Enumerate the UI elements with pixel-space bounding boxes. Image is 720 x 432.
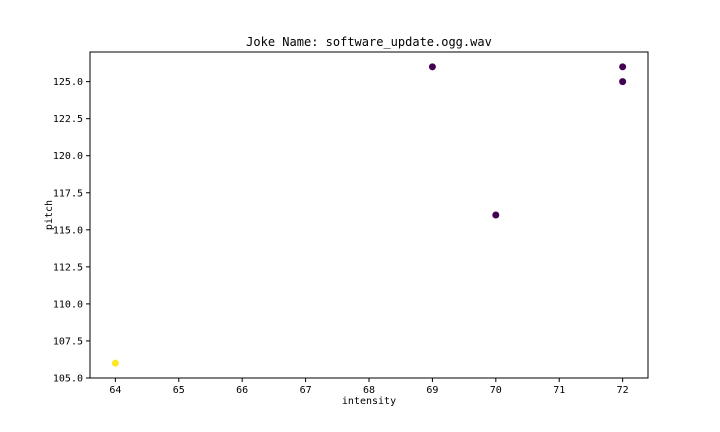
y-tick-label: 122.5 <box>53 114 83 125</box>
y-axis-ticks: 105.0 107.5 110.0 112.5 115.0 117.5 120.0 122.5… <box>53 77 90 385</box>
plot-area: 64 65 66 67 68 69 70 71 72 105.0107.5110.0112.51… <box>53 51 649 396</box>
data-points <box>111 63 627 367</box>
x-tick-label: 71 <box>553 385 565 396</box>
plot-frame <box>89 51 649 379</box>
x-tick-label: 69 <box>426 385 438 396</box>
y-tick-label: 110.0 <box>53 299 83 310</box>
x-tick-label: 65 <box>173 385 185 396</box>
x-tick-label: 64 <box>109 385 121 396</box>
y-tick-label: 125.0 <box>53 77 83 88</box>
scatter-point <box>428 63 436 71</box>
scatter-point <box>111 359 119 367</box>
y-tick-label: 117.5 <box>53 188 83 199</box>
scatter-point <box>619 63 627 71</box>
scatter-point <box>619 78 627 86</box>
y-tick-label: 115.0 <box>53 225 83 236</box>
x-tick-label: 68 <box>363 385 375 396</box>
x-axis-label: intensity <box>342 396 396 407</box>
x-axis-ticks: 64 65 66 67 68 69 70 71 72 <box>109 378 629 396</box>
x-tick-label: 70 <box>490 385 502 396</box>
scatter-point <box>492 211 500 219</box>
x-tick-label: 66 <box>236 385 248 396</box>
y-tick-label: 120.0 <box>53 151 83 162</box>
y-axis-label: pitch <box>44 200 55 230</box>
chart-title: Joke Name: software_update.ogg.wav <box>246 35 492 49</box>
x-tick-label: 72 <box>617 385 629 396</box>
y-tick-label: 105.0 <box>53 374 83 385</box>
y-tick-label: 107.5 <box>53 336 83 347</box>
x-tick-label: 67 <box>300 385 312 396</box>
y-tick-label: 112.5 <box>53 262 83 273</box>
